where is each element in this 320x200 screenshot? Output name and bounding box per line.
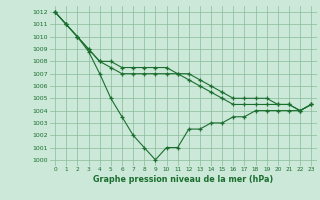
X-axis label: Graphe pression niveau de la mer (hPa): Graphe pression niveau de la mer (hPa)	[93, 175, 273, 184]
